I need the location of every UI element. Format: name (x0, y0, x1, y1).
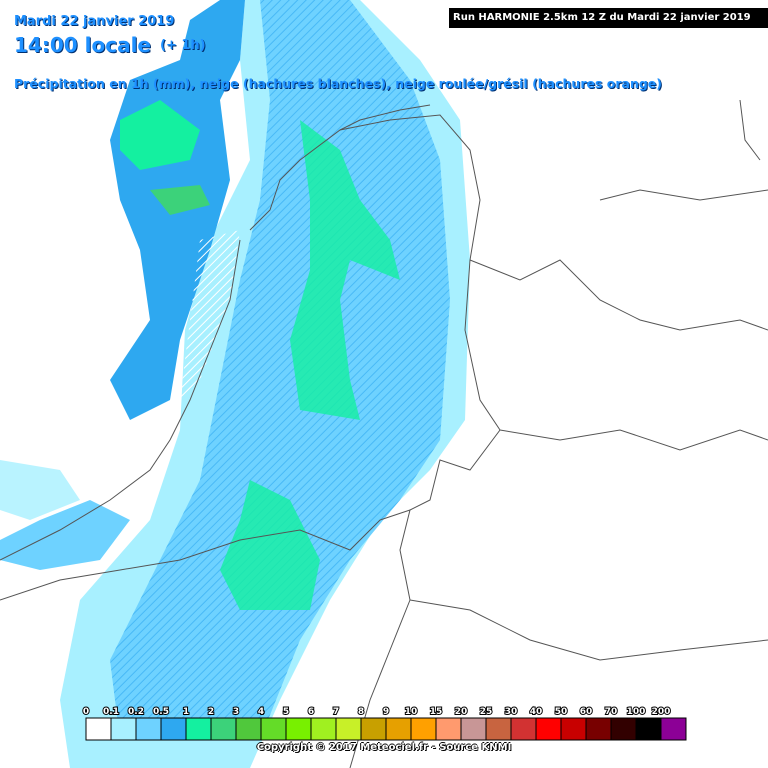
legend-swatch (285, 717, 312, 741)
legend-label: 25 (480, 707, 493, 717)
legend-label: 20 (455, 707, 468, 717)
legend-swatch (560, 717, 587, 741)
legend-label: 40 (530, 707, 543, 717)
run-info: Run HARMONIE 2.5km 12 Z du Mardi 22 janv… (449, 8, 768, 28)
legend-label: 1 (183, 707, 189, 717)
copyright: Copyright © 2017 Meteociel.fr - Source K… (256, 742, 512, 753)
legend-label: 0.1 (103, 707, 119, 717)
legend-swatch (85, 717, 112, 741)
legend: 0 0.1 0.2 0.5 1 2 3 4 5 6 7 8 9 10 15 20 25 30 40 50 60 70 100… (82, 706, 687, 741)
legend-swatch (260, 717, 287, 741)
legend-label: 200 (652, 707, 671, 717)
legend-swatch (410, 717, 437, 741)
legend-label: 50 (555, 707, 568, 717)
legend-swatch (110, 717, 137, 741)
legend-label: 5 (283, 707, 289, 717)
legend-swatch (660, 717, 687, 741)
legend-label: 3 (233, 707, 239, 717)
legend-label: 2 (208, 707, 214, 717)
legend-swatch (235, 717, 262, 741)
legend-label: 8 (358, 707, 364, 717)
legend-label: 9 (383, 707, 389, 717)
time: 14:00 locale (14, 33, 151, 57)
legend-label: 0 (83, 707, 89, 717)
legend-swatch (360, 717, 387, 741)
legend-swatch (610, 717, 637, 741)
legend-swatch (635, 717, 662, 741)
legend-swatch (535, 717, 562, 741)
legend-label: 30 (505, 707, 518, 717)
legend-label: 0.2 (128, 707, 144, 717)
legend-swatch (310, 717, 337, 741)
date: Mardi 22 janvier 2019 (14, 14, 175, 29)
legend-label: 0.5 (153, 707, 169, 717)
legend-label: 70 (605, 707, 618, 717)
legend-swatch (435, 717, 462, 741)
precipitation (0, 0, 470, 768)
legend-label: 10 (405, 707, 418, 717)
legend-swatch (585, 717, 612, 741)
description: Précipitation en 1h (mm), neige (hachure… (14, 76, 662, 91)
legend-label: 7 (333, 707, 339, 717)
borders (0, 99, 768, 768)
legend-label: 6 (308, 707, 314, 717)
legend-label: 4 (258, 707, 264, 717)
legend-swatch (210, 717, 237, 741)
legend-swatch (460, 717, 487, 741)
forecast-step: (+ 1h) (160, 38, 206, 53)
legend-label: 15 (430, 707, 443, 717)
legend-swatch (485, 717, 512, 741)
legend-swatch (510, 717, 537, 741)
legend-swatch (185, 717, 212, 741)
legend-swatch (135, 717, 162, 741)
legend-swatch (160, 717, 187, 741)
legend-label: 100 (627, 707, 646, 717)
legend-swatch (335, 717, 362, 741)
legend-swatch (385, 717, 412, 741)
legend-label: 60 (580, 707, 593, 717)
